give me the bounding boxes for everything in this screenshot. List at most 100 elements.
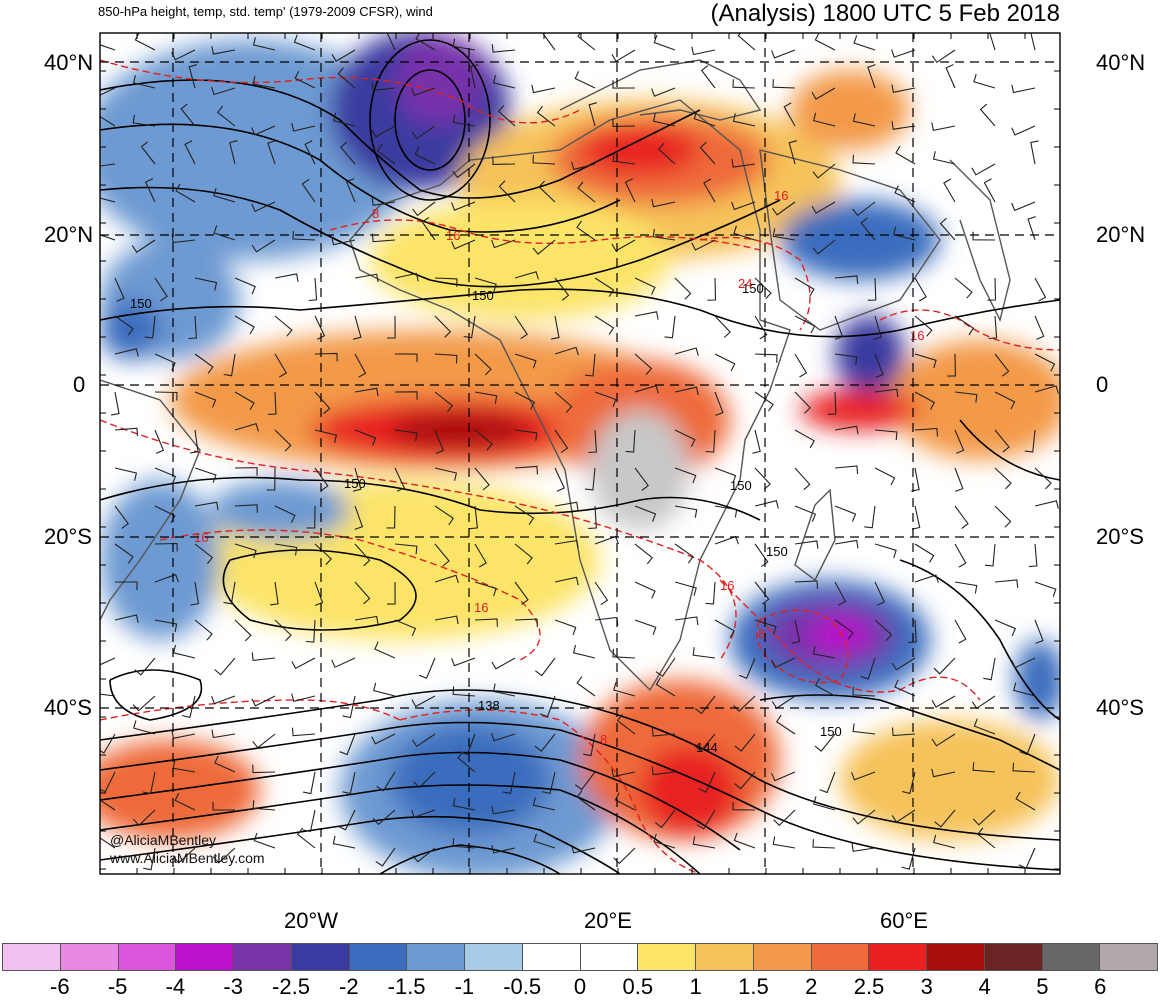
- height-label: 150: [130, 296, 152, 311]
- wind-barb: [874, 581, 886, 606]
- wind-barb: [223, 581, 236, 605]
- wind-barb: [867, 277, 877, 301]
- wind-barb: [216, 105, 236, 127]
- temperature-label: 8: [600, 732, 607, 747]
- wind-barb: [293, 34, 316, 51]
- wind-barb: [411, 87, 436, 97]
- wind-barb: [714, 467, 737, 484]
- wind-barb: [594, 315, 615, 335]
- wind-barb: [386, 505, 396, 529]
- wind-barb: [852, 686, 876, 697]
- wind-barb: [651, 728, 676, 737]
- wind-barb: [491, 44, 516, 53]
- wind-barb: [535, 657, 556, 677]
- wind-barb: [811, 201, 836, 214]
- temperature-label: 16: [474, 600, 488, 615]
- wind-barb: [100, 733, 116, 754]
- height-label: 150: [730, 478, 752, 493]
- colorbar-swatch: [696, 944, 754, 970]
- wind-barb: [211, 46, 236, 55]
- wind-barb: [114, 277, 125, 302]
- wind-barb: [554, 619, 577, 636]
- wind-barb: [354, 543, 371, 567]
- wind-barb: [1013, 682, 1036, 697]
- wind-barb: [211, 86, 236, 96]
- wind-barb: [634, 277, 656, 295]
- wind-barb: [339, 733, 356, 756]
- wind-barb: [576, 790, 596, 811]
- wind-barb: [891, 84, 916, 93]
- wind-barb: [376, 144, 396, 165]
- wind-barb: [933, 657, 956, 675]
- wind-barb: [613, 682, 636, 697]
- wind-barb: [707, 277, 717, 301]
- wind-barb: [983, 178, 996, 203]
- wind-barb: [954, 619, 967, 644]
- wind-barb: [971, 163, 996, 176]
- wind-barb: [914, 427, 939, 437]
- wind-barb: [451, 239, 476, 250]
- wind-barb: [714, 353, 736, 372]
- wind-barb: [314, 581, 324, 606]
- colorbar-swatch: [1100, 944, 1157, 970]
- wind-barb: [994, 505, 1012, 528]
- height-label: 138: [478, 698, 500, 713]
- wind-barb: [291, 123, 316, 132]
- wind-barb: [354, 353, 367, 378]
- temperature-label: 16: [720, 578, 734, 593]
- wind-barb: [314, 467, 329, 491]
- wind-barb: [657, 142, 676, 165]
- colorbar-label: 3: [920, 974, 933, 999]
- wind-barb: [434, 353, 458, 364]
- colorbar-swatch: [118, 944, 177, 970]
- wind-barb: [100, 107, 116, 127]
- wind-barb: [714, 315, 731, 338]
- wind-barb: [514, 618, 538, 628]
- wind-barb: [864, 505, 876, 529]
- wind-barb: [387, 315, 396, 339]
- wind-barb: [354, 581, 371, 605]
- wind-barb: [296, 827, 316, 849]
- wind-barb: [954, 505, 969, 529]
- wind-barb: [1019, 733, 1036, 756]
- wind-barb: [874, 429, 898, 441]
- wind-barb: [914, 543, 935, 563]
- wind-barb: [252, 764, 276, 774]
- wind-barb: [143, 847, 156, 871]
- wind-barb: [613, 847, 636, 865]
- wind-barb: [234, 619, 252, 642]
- wind-barb: [554, 467, 566, 492]
- wind-barb: [532, 154, 556, 165]
- wind-barb: [474, 618, 498, 627]
- wind-barb: [421, 216, 436, 241]
- lon-label: 60°E: [880, 908, 928, 933]
- wind-barb: [412, 201, 436, 217]
- wind-barb: [267, 391, 277, 415]
- wind-barb: [184, 140, 196, 165]
- wind-barb: [291, 693, 316, 702]
- wind-barb: [394, 543, 418, 555]
- colorbar-swatch: [984, 944, 1043, 970]
- wind-barb: [914, 315, 933, 337]
- wind-barb: [469, 64, 479, 89]
- graticule: [100, 33, 1060, 874]
- wind-barb: [983, 657, 996, 681]
- wind-barb: [945, 64, 956, 89]
- wind-barb: [734, 771, 756, 790]
- wind-barb: [252, 733, 276, 749]
- wind-barb: [754, 391, 774, 412]
- wind-barb: [1015, 791, 1036, 811]
- wind-barb: [989, 33, 996, 51]
- height-contours: [100, 39, 1060, 874]
- colorbar-label: -5: [107, 974, 128, 999]
- wind-barb: [253, 832, 276, 849]
- wind-barb: [664, 315, 676, 339]
- wind-barb: [292, 230, 316, 241]
- wind-barb: [794, 353, 808, 378]
- wind-barb: [814, 678, 836, 697]
- wind-barb: [354, 505, 364, 530]
- wind-barb: [594, 277, 615, 297]
- wind-barb: [954, 277, 973, 299]
- wind-barb: [1034, 467, 1052, 490]
- wind-barb: [418, 657, 436, 680]
